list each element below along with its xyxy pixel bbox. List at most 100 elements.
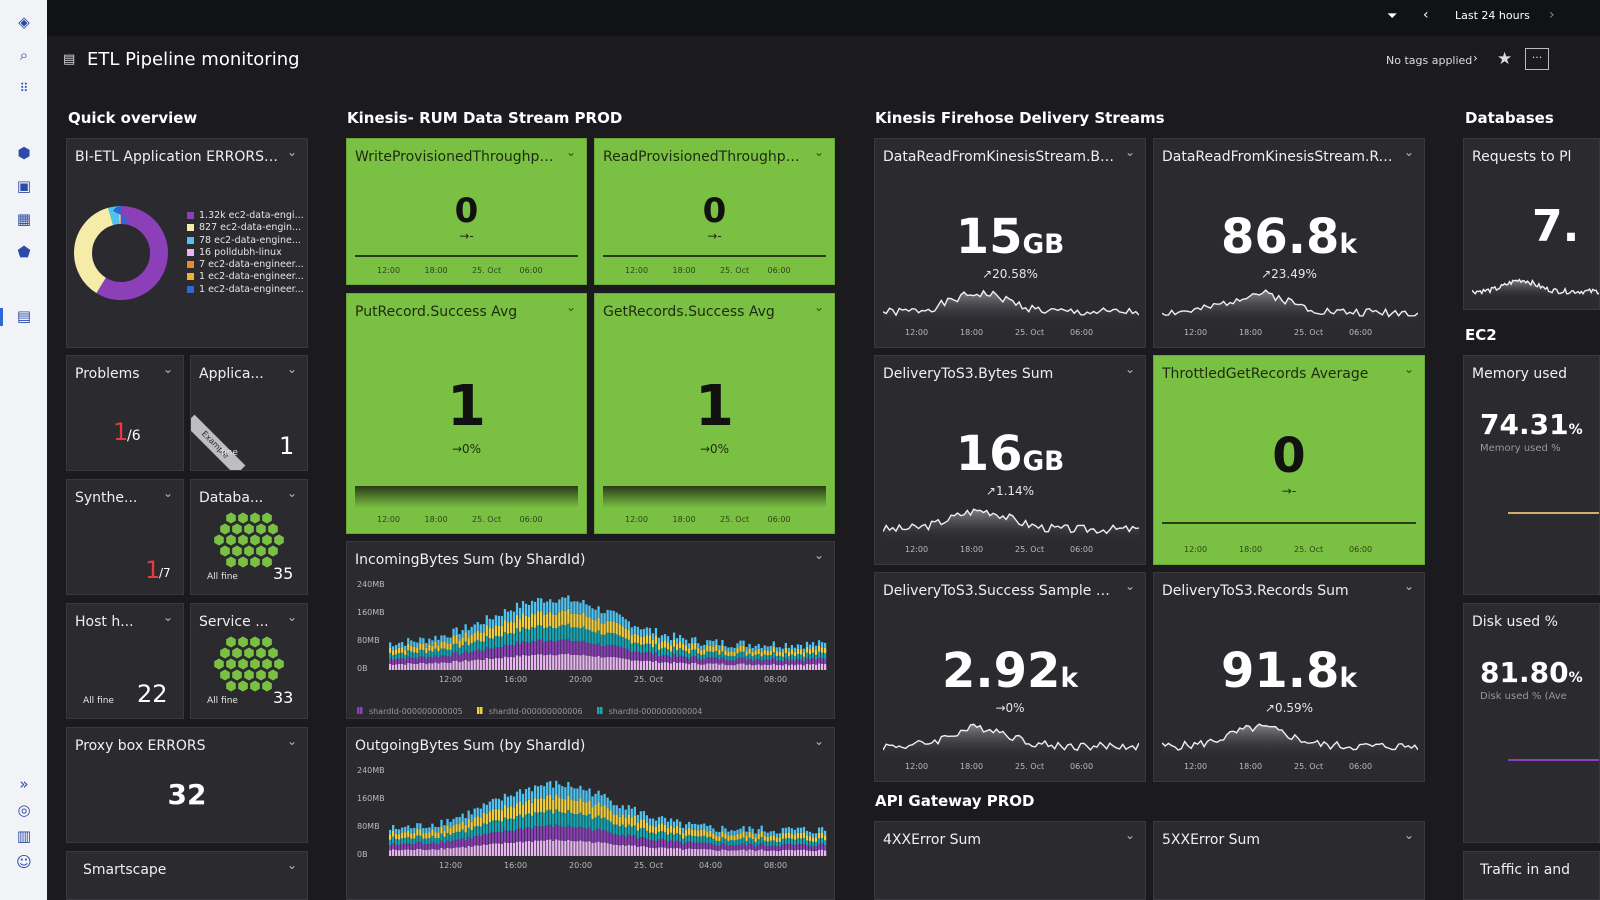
chevron-down-icon[interactable]: ⌄ [1124, 579, 1135, 593]
tile-disk-used[interactable]: Disk used % 81.80% Disk used % (Ave [1463, 603, 1600, 843]
chevron-down-icon[interactable]: ⌄ [1124, 145, 1135, 159]
bar-segment [395, 850, 398, 856]
bar-segment [488, 648, 491, 659]
tile-problems[interactable]: Problems ⌄ 1 /6 [66, 355, 184, 471]
bar-segment [419, 823, 422, 830]
bar-segment [585, 604, 588, 617]
chevron-down-icon[interactable]: ⌄ [286, 734, 297, 748]
shield-icon[interactable]: ⬟ [17, 243, 31, 261]
bar-segment [540, 639, 543, 655]
bar-segment [558, 784, 561, 798]
dynatrace-logo-icon[interactable]: ◈ [18, 13, 30, 31]
tile-data-read-records[interactable]: DataReadFromKinesisStream.Rec... ⌄ 86.8k… [1153, 138, 1425, 348]
tile-title: WriteProvisionedThroughpu... [355, 149, 560, 165]
tile-requests-to-db[interactable]: Requests to Pl 7. [1463, 138, 1600, 310]
chevron-down-icon[interactable]: ⌄ [286, 145, 297, 159]
time-axis-label: 18:00 [960, 328, 984, 337]
chevron-down-icon[interactable]: ⌄ [1403, 579, 1414, 593]
timeframe-selector[interactable]: Last 24 hours [1455, 9, 1530, 22]
tile-put-record-success[interactable]: PutRecord.Success Avg ⌄ 1 →0% 12:00 18:00… [346, 293, 587, 534]
bar-segment [533, 785, 537, 799]
star-icon[interactable]: ★ [1497, 49, 1513, 69]
dashboard-icon[interactable]: ▦ [16, 210, 32, 228]
tile-5xx-errors[interactable]: 5XXError Sum ⌄ [1153, 821, 1425, 900]
dashboards-app-icon[interactable]: ▤ [16, 307, 32, 325]
tile-delivery-s3-bytes[interactable]: DeliveryToS3.Bytes Sum ⌄ 16GB ↗1.14% 12:… [874, 355, 1146, 565]
bar-segment [603, 634, 606, 647]
chevron-down-icon[interactable]: ⌄ [1403, 828, 1414, 842]
bar-segment [763, 649, 766, 655]
tile-applications[interactable]: Applica... ⌄ Example fine 1 [190, 355, 308, 471]
bar-segment [506, 807, 510, 820]
monitor-icon[interactable]: ▣ [16, 177, 32, 195]
chevron-down-icon[interactable]: ⌄ [286, 486, 297, 500]
chevron-down-icon[interactable]: ⌄ [813, 548, 824, 562]
chevron-down-icon[interactable]: ⌄ [1124, 828, 1135, 842]
chevron-down-icon[interactable]: ⌄ [1403, 362, 1414, 376]
chevron-down-icon[interactable]: ⌄ [813, 145, 824, 159]
chevron-down-icon[interactable]: ⌄ [286, 610, 297, 624]
chart-icon[interactable]: ▥ [16, 827, 32, 845]
chevron-down-icon[interactable]: ⌄ [565, 145, 576, 159]
expand-icon[interactable]: » [19, 775, 29, 793]
bar-segment [491, 798, 494, 810]
tile-databases[interactable]: Databa... ⌄ All fine 35 [190, 479, 308, 595]
user-icon[interactable]: ☺ [16, 853, 32, 871]
bar-segment [718, 649, 721, 655]
tile-data-read-bytes[interactable]: DataReadFromKinesisStream.Byt... ⌄ 15GB … [874, 138, 1146, 348]
apps-grid-icon[interactable]: ⠿ [19, 81, 29, 95]
bar-segment [512, 796, 516, 808]
tile-smartscape[interactable]: Smartscape ⌄ [66, 851, 308, 900]
bar-segment [518, 643, 522, 657]
tile-services[interactable]: Service ... ⌄ All fine 33 [190, 603, 308, 719]
tile-traffic[interactable]: Traffic in and [1463, 851, 1600, 900]
tile-incoming-bytes[interactable]: IncomingBytes Sum (by ShardId) ⌄ 240MB 16… [346, 541, 835, 719]
filter-icon[interactable]: ⏷ [1387, 9, 1398, 24]
previous-timeframe-icon[interactable]: ‹ [1423, 7, 1429, 23]
chevron-down-icon[interactable]: ⌄ [565, 300, 576, 314]
tile-bi-etl-errors[interactable]: BI-ETL Application ERRORS ... ⌄ 1.32k ec… [66, 138, 308, 348]
bar-segment [663, 640, 667, 648]
chevron-down-icon[interactable]: ⌄ [162, 610, 173, 624]
bar-segment [576, 627, 579, 642]
tile-hosts[interactable]: Host h... ⌄ All fine 22 [66, 603, 184, 719]
tile-proxy-errors[interactable]: Proxy box ERRORS ⌄ 32 [66, 727, 308, 843]
bar-segment [527, 616, 531, 630]
tile-outgoing-bytes[interactable]: OutgoingBytes Sum (by ShardId) ⌄ 240MB 16… [346, 727, 835, 900]
tile-throttled-get-records[interactable]: ThrottledGetRecords Average ⌄ 0 →- 12:00… [1153, 355, 1425, 565]
chevron-down-icon[interactable]: ⌄ [162, 486, 173, 500]
tile-read-provisioned[interactable]: ReadProvisionedThroughput... ⌄ 0 →- 12:0… [594, 138, 835, 285]
chevron-down-icon[interactable]: ⌄ [286, 858, 297, 872]
tile-write-provisioned[interactable]: WriteProvisionedThroughpu... ⌄ 0 →- 12:0… [346, 138, 587, 285]
chevron-down-icon[interactable]: ⌄ [813, 300, 824, 314]
chevron-down-icon[interactable]: ⌄ [1124, 362, 1135, 376]
tile-get-records-success[interactable]: GetRecords.Success Avg ⌄ 1 →0% 12:00 18:0… [594, 293, 835, 534]
tile-delivery-s3-success[interactable]: DeliveryToS3.Success Sample Count ⌄ 2.92… [874, 572, 1146, 782]
search-icon[interactable]: ⌕ [19, 46, 29, 64]
chevron-down-icon[interactable]: ⌄ [286, 362, 297, 376]
time-axis-label: 20:00 [569, 861, 593, 870]
bar-segment [555, 614, 558, 629]
tags-filter[interactable]: No tags applied [1386, 54, 1473, 67]
bar-segment [533, 601, 537, 615]
bar-segment [672, 654, 676, 662]
chevron-down-icon[interactable]: ⌄ [813, 734, 824, 748]
legend-swatch [187, 273, 194, 281]
help-icon[interactable]: ◎ [17, 801, 31, 819]
tile-synthetic[interactable]: Synthe... ⌄ 1 /7 [66, 479, 184, 595]
bar-segment [666, 649, 670, 656]
more-options-button[interactable]: ··· [1525, 48, 1549, 70]
tile-4xx-errors[interactable]: 4XXError Sum ⌄ [874, 821, 1146, 900]
tile-delivery-s3-records[interactable]: DeliveryToS3.Records Sum ⌄ 91.8k ↗0.59% … [1153, 572, 1425, 782]
chevron-down-icon[interactable]: ⌄ [1403, 145, 1414, 159]
hexagon [262, 658, 272, 670]
tile-memory-used[interactable]: Memory used 74.31% Memory used % [1463, 355, 1600, 595]
bar-segment [549, 824, 552, 840]
chevron-right-icon[interactable]: › [1473, 51, 1478, 65]
chevron-down-icon[interactable]: ⌄ [162, 362, 173, 376]
next-timeframe-icon[interactable]: › [1549, 7, 1555, 23]
bar-segment [814, 664, 818, 670]
bar-segment [428, 827, 431, 833]
cube-icon[interactable]: ⬢ [17, 144, 31, 162]
bar-segment [648, 825, 652, 833]
